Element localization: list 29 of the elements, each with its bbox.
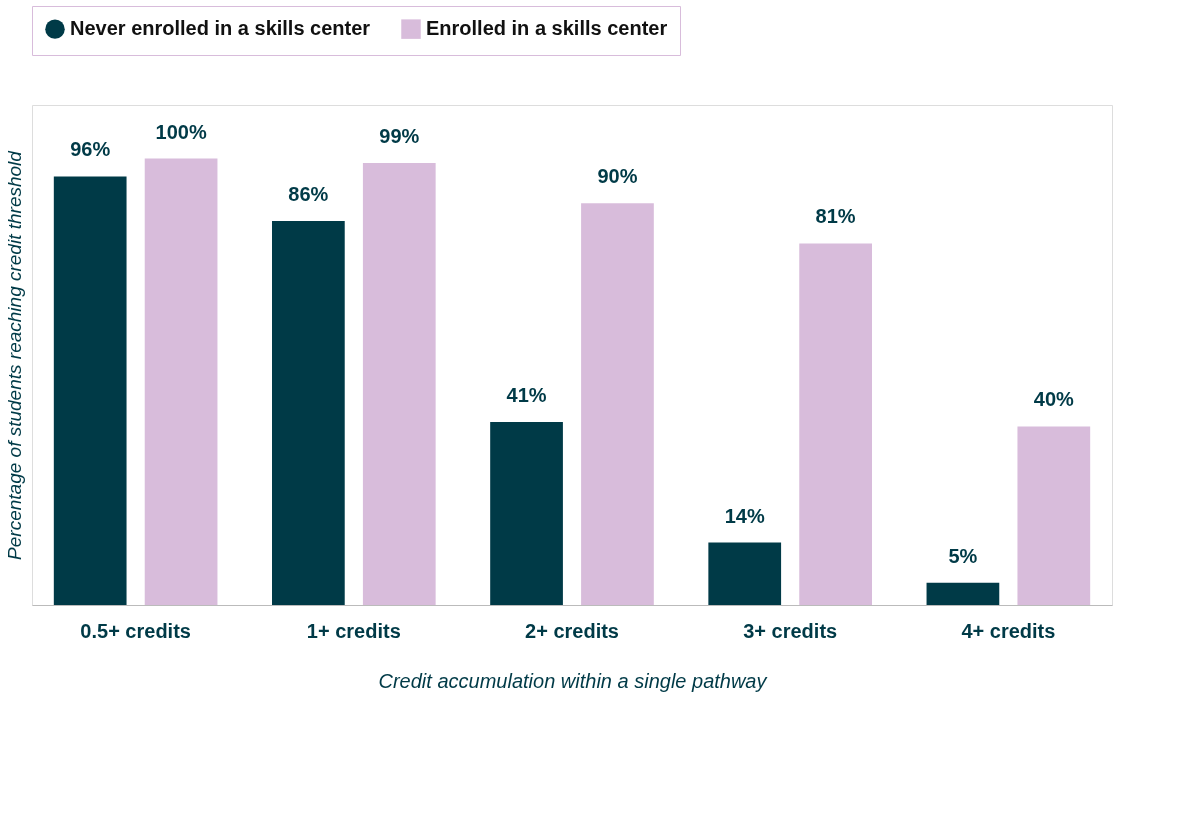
x-axis-title: Credit accumulation within a single pathway bbox=[378, 669, 768, 692]
bar bbox=[1017, 426, 1091, 605]
legend-label: Never enrolled in a skills center bbox=[70, 17, 371, 40]
bar bbox=[490, 421, 563, 605]
y-axis-title: Percentage of students reaching credit threshold bbox=[3, 149, 25, 560]
data-label: 86% bbox=[288, 183, 329, 206]
data-label: 100% bbox=[155, 120, 207, 143]
data-label: 41% bbox=[506, 383, 547, 406]
bar bbox=[272, 221, 345, 605]
data-label: 90% bbox=[597, 165, 638, 188]
data-label: 14% bbox=[724, 504, 765, 527]
bar bbox=[144, 158, 218, 605]
x-tick-label: 4+ credits bbox=[961, 619, 1056, 642]
bar bbox=[799, 243, 872, 605]
x-tick-label: 3+ credits bbox=[743, 619, 838, 642]
bar bbox=[581, 203, 654, 605]
data-label: 40% bbox=[1033, 388, 1075, 411]
bar bbox=[362, 163, 436, 605]
data-label: 81% bbox=[815, 205, 856, 228]
legend-label: Enrolled in a skills center bbox=[426, 17, 668, 40]
data-label: 5% bbox=[948, 544, 978, 567]
data-label: 96% bbox=[70, 138, 111, 161]
bar bbox=[53, 176, 127, 605]
x-tick-label: 2+ credits bbox=[525, 619, 619, 642]
x-tick-label: 0.5+ credits bbox=[80, 619, 191, 642]
data-label: 99% bbox=[379, 125, 420, 148]
bar bbox=[926, 582, 1000, 605]
bar bbox=[708, 542, 782, 605]
x-tick-label: 1+ credits bbox=[306, 619, 401, 642]
